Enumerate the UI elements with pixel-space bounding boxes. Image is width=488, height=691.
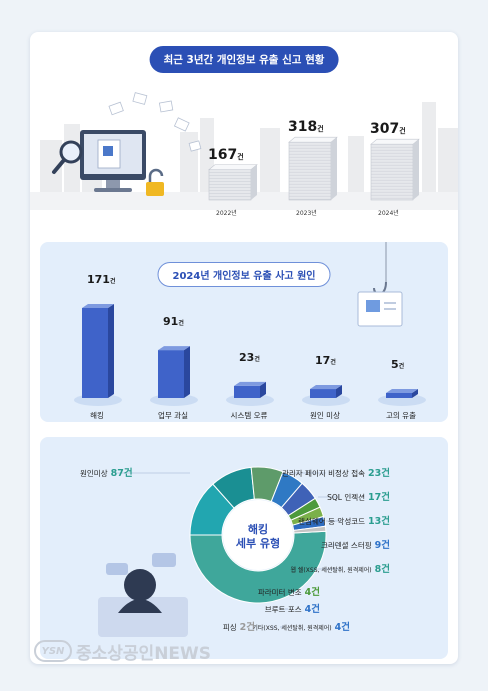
city-skyline-illustration: [30, 92, 458, 210]
legend-item: 파라미터 변조 4건: [258, 584, 320, 598]
donut-hole: [223, 500, 293, 570]
legend-label: 기타(XSS, 세션탈취, 원격제어): [252, 625, 332, 632]
cause-count: 171건: [87, 268, 116, 287]
legend-item: 브루트 포스 4건: [265, 601, 320, 615]
count-unit: 건: [399, 127, 406, 136]
legend-label: 파라미터 변조: [257, 588, 302, 597]
cause-label: 고의 유출: [386, 411, 416, 420]
infographic-card: 최근 3년간 개인정보 유출 신고 현황 167건 2022년 318건 2023년 3…: [30, 32, 458, 664]
legend-label: 브루트 포스: [264, 605, 302, 614]
legend-item: 원인미상 87건: [80, 465, 133, 479]
legend-item: 기타(XSS, 세션탈취, 원격제어) 4건: [252, 619, 350, 633]
cause-bar-업무 과실: [150, 346, 198, 406]
paper-stack-2022년: [208, 164, 258, 201]
yearly-report-section: 최근 3년간 개인정보 유출 신고 현황 167건 2022년 318건 2023년 3…: [30, 32, 458, 217]
cause-count-number: 5: [391, 358, 399, 371]
legend-label: 원인미상: [80, 469, 108, 478]
section1-title: 최근 3년간 개인정보 유출 신고 현황: [149, 46, 339, 73]
cause-bar-원인 미상: [302, 385, 350, 406]
ysn-logo: YSN: [34, 640, 72, 662]
legend-item: 랜섬웨어 등 악성코드 13건: [298, 513, 390, 527]
cause-bar-고의 유출: [378, 389, 426, 406]
paper-stacks-chart: [208, 136, 420, 201]
legend-item: 웹 쉘(XSS, 세션탈취, 원격제어) 8건: [290, 561, 390, 575]
count-number: 318: [288, 119, 318, 136]
cause-count: 91건: [163, 310, 184, 329]
cause-label: 시스템 오류: [230, 411, 268, 420]
year-count: 318건: [288, 116, 324, 135]
legend-label: 피싱: [222, 623, 237, 632]
cause-count-unit: 건: [398, 363, 405, 370]
legend-label: SQL 인젝션: [327, 493, 366, 502]
legend-label: 랜섬웨어 등 악성코드: [298, 517, 366, 526]
paper-stack-2024년: [370, 138, 420, 201]
cause-count-unit: 건: [109, 278, 116, 285]
cause-count-number: 91: [163, 315, 179, 329]
cause-count: 17건: [315, 349, 336, 368]
brand-name: 중소상공인NEWS: [76, 643, 212, 664]
legend-item: 피싱 2건: [223, 619, 255, 633]
cause-section: 2024년 개인정보 유출 사고 원인 171건 해킹 91건 업무 과실 23건 시스템…: [40, 242, 448, 422]
cause-count-number: 23: [239, 350, 255, 364]
legend-value: 17건: [368, 492, 390, 503]
year-label: 2023년: [296, 210, 317, 217]
footer-watermark: YSN 중소상공인NEWS: [34, 640, 212, 664]
fishing-hook-illustration: [357, 242, 403, 327]
legend-label: 관리자 페이지 비정상 접속: [281, 469, 366, 478]
donut-slice-9: [293, 525, 327, 534]
cause-bar-시스템 오류: [226, 381, 274, 406]
year-label: 2024년: [378, 210, 399, 217]
legend-value: 87건: [110, 468, 133, 479]
hacking-donut-chart: [116, 466, 340, 628]
legend-label: 크리덴셜 스터핑: [320, 541, 372, 550]
legend-value: 8건: [374, 564, 390, 575]
cause-count-number: 171: [87, 273, 110, 286]
year-label: 2022년: [216, 210, 237, 217]
cause-label: 업무 과실: [158, 411, 188, 420]
donut-slice-0: [189, 530, 327, 604]
cause-count-number: 17: [315, 354, 331, 368]
cause-bar-해킹: [74, 304, 122, 406]
count-unit: 건: [237, 152, 244, 161]
year-count: 167건: [208, 144, 244, 163]
paper-stack-2023년: [288, 136, 338, 201]
cause-label: 해킹: [90, 411, 104, 420]
cause-count: 5건: [391, 353, 404, 372]
donut-center-line2: 세부 유형: [235, 537, 281, 550]
legend-value: 13건: [368, 516, 390, 527]
legend-value: 4건: [304, 587, 320, 598]
legend-item: 관리자 페이지 비정상 접속 23건: [282, 465, 390, 479]
legend-value: 4건: [304, 604, 320, 615]
legend-value: 2건: [239, 622, 255, 633]
legend-value: 23건: [368, 468, 390, 479]
count-number: 167: [208, 146, 238, 163]
count-unit: 건: [317, 125, 324, 134]
cause-count-unit: 건: [254, 355, 260, 363]
year-count: 307건: [370, 118, 406, 137]
legend-label: 웹 쉘(XSS, 세션탈취, 원격제어): [290, 567, 372, 574]
count-number: 307: [370, 121, 400, 138]
donut-center-line1: 해킹: [247, 523, 269, 536]
hacker-illustration: [98, 553, 188, 637]
legend-item: SQL 인젝션 17건: [327, 489, 390, 503]
legend-value: 9건: [374, 540, 390, 551]
section2-title: 2024년 개인정보 유출 사고 원인: [157, 262, 331, 287]
legend-item: 크리덴셜 스터핑 9건: [321, 537, 390, 551]
cause-count-unit: 건: [330, 359, 336, 367]
cause-bar-chart: [74, 304, 426, 406]
cause-count: 23건: [239, 346, 260, 365]
cause-label: 원인 미상: [310, 411, 340, 420]
cause-count-unit: 건: [178, 320, 184, 328]
hacking-detail-section: 해킹 세부 유형 원인미상 87건 관리자 페이지 비정상 접속 23건 SQL 인젝션…: [40, 437, 448, 659]
legend-value: 4건: [334, 622, 350, 633]
